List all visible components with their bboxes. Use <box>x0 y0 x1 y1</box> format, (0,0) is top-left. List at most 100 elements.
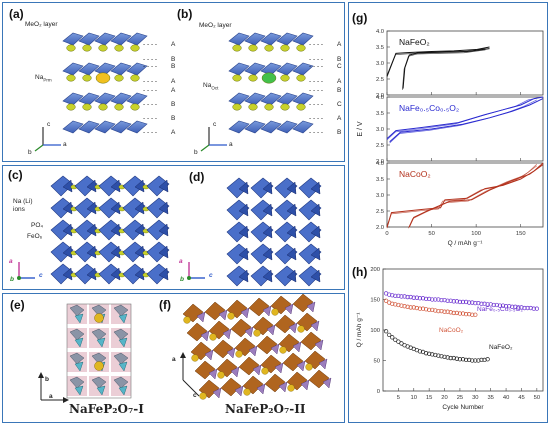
p2o7-tetrahedron <box>300 379 310 391</box>
y-tick-label: 200 <box>370 267 380 273</box>
meo6-octahedron <box>78 32 100 46</box>
voltage-curve-discharge <box>389 98 544 143</box>
meo6-octahedron <box>260 92 282 106</box>
po4-tetrahedron <box>262 269 273 283</box>
meo6-octahedron <box>228 62 250 76</box>
x-tick-label: 5 <box>397 395 400 401</box>
stacking-dash: - - - - <box>309 129 324 136</box>
stacking-dash: - - - - <box>143 115 158 122</box>
na-ion <box>183 316 191 324</box>
feo6-polyhedron <box>226 221 250 243</box>
na-ion <box>297 325 305 333</box>
data-point <box>399 341 404 346</box>
structure-panel-ef: (e) (f) NaFeP₂O₇-I NaFeP₂O₇-II b a a c <box>2 293 345 423</box>
data-point <box>448 310 453 315</box>
na-ion <box>248 74 258 82</box>
data-point <box>423 351 429 356</box>
stacking-dash: - - - - <box>309 87 324 94</box>
p2o7-tetrahedron <box>226 347 236 359</box>
data-point <box>451 299 456 304</box>
panel-label-g: (g) <box>352 11 368 25</box>
panel-label-d: (d) <box>189 170 205 184</box>
meo6-octahedron <box>62 120 84 134</box>
feo6-polyhedron <box>74 263 98 285</box>
feo6-polyhedron <box>50 263 74 285</box>
po4-tetrahedron <box>158 179 169 193</box>
stacking-dash: - - - - <box>143 129 158 136</box>
meo6-octahedron <box>110 92 132 106</box>
data-point <box>414 295 419 300</box>
data-point <box>399 294 404 299</box>
data-point <box>390 335 395 340</box>
na-ion <box>130 44 140 52</box>
p2o7-tetrahedron <box>270 343 280 355</box>
panel-label-b: (b) <box>177 7 193 21</box>
axis-letter-a-d: a <box>179 258 183 265</box>
p2o7-tetrahedron <box>96 337 106 348</box>
feo6-polyhedron <box>113 328 129 341</box>
y-tick-label: 3.0 <box>376 193 384 199</box>
data-point <box>457 357 463 362</box>
p2o7-tetrahedron <box>296 360 306 372</box>
po4-tetrahedron <box>238 203 249 217</box>
y-tick-label: 50 <box>374 359 380 365</box>
data-point <box>430 352 435 357</box>
data-point <box>470 300 475 305</box>
data-point <box>423 307 429 312</box>
po4-tetrahedron <box>238 181 249 195</box>
na-ion <box>227 312 235 320</box>
data-point <box>476 358 481 363</box>
x-tick-label: 20 <box>441 395 447 401</box>
p2o7-tetrahedron <box>266 324 276 336</box>
feo6-polyhedron <box>250 265 274 287</box>
na-ion <box>114 74 124 82</box>
data-point <box>497 303 503 308</box>
data-point <box>423 296 429 302</box>
data-point <box>473 358 478 363</box>
feo6-polyhedron <box>186 322 208 342</box>
data-point <box>390 293 395 298</box>
structure-panel-cd: (c) (d) Na (Li) ions PO₄ FeO₆ a b c a b … <box>2 165 345 290</box>
meo6-octahedron <box>260 120 282 134</box>
p2o7-tetrahedron <box>240 307 250 319</box>
feo6-polyhedron <box>274 177 298 199</box>
data-point <box>531 306 536 311</box>
data-point <box>491 302 496 308</box>
feo6-polyhedron <box>274 221 298 243</box>
na-ion <box>191 354 199 362</box>
p2o7-tetrahedron <box>262 305 272 317</box>
voltage-curve-charge <box>386 46 490 76</box>
na-ion <box>130 74 140 82</box>
y-tick-label: 4.0 <box>376 161 384 167</box>
na-ions-label-2: ions <box>13 206 25 213</box>
structure-d-framework <box>226 177 322 287</box>
po4-tetrahedron <box>158 267 169 281</box>
chart-panel-gh: (g) (h) 2.0 2.5 3.0 3.5 4.0 NaFeO₂ 2.0 2.5 3.0 3.… <box>348 2 548 423</box>
stacking-letter: A <box>337 115 342 122</box>
feo6-polyhedron <box>298 221 322 243</box>
na-ion <box>199 392 207 400</box>
axes-indicator-a <box>34 127 61 152</box>
meo6-octahedron <box>244 120 266 134</box>
na-ion <box>296 103 306 111</box>
data-point <box>411 295 416 300</box>
y-tick-label: 3.5 <box>376 177 384 183</box>
p2o7-tetrahedron <box>218 309 228 321</box>
y-tick-label: 2.5 <box>376 143 384 149</box>
na-ion <box>94 361 104 371</box>
p2o7-tetrahedron <box>96 385 106 396</box>
feo6-polyhedron <box>50 241 74 263</box>
feo6-polyhedron <box>50 175 74 197</box>
p2o7-tetrahedron <box>74 337 84 348</box>
feo6-polyhedron <box>122 219 146 241</box>
stacking-letter: B <box>171 101 176 108</box>
meo2-layer-label-a: MeO₂ layer <box>25 21 58 28</box>
po4-tetrahedron <box>310 269 321 283</box>
na-ion <box>217 371 225 379</box>
po4-tetrahedron <box>262 203 273 217</box>
x-tick-label: 50 <box>534 395 540 401</box>
feo6-polyhedron <box>212 339 234 359</box>
data-point <box>414 305 419 311</box>
na-ion <box>94 313 104 323</box>
po4-tetrahedron <box>158 201 169 215</box>
